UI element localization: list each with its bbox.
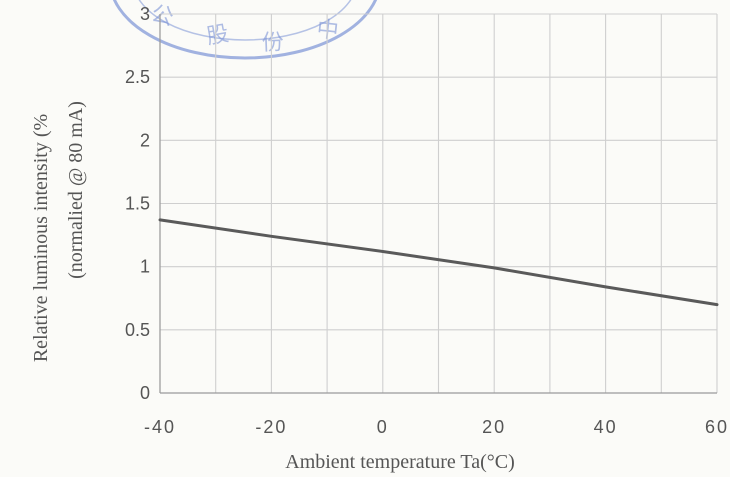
y-tick-label: 3 [140,4,150,24]
x-axis-title: Ambient temperature Ta(°C) [285,451,514,473]
x-tick-label: 20 [482,417,506,437]
x-tick-label: -40 [144,417,176,437]
y-tick-label: 1.5 [125,194,150,214]
x-tick-label: 0 [377,417,389,437]
y-axis-title-group: Relative luminous intensity (% [30,114,52,362]
x-tick-labels: -40 -20 0 20 40 60 [144,417,729,437]
series-layer [158,218,719,307]
y-axis-title-group-2: (normalied @ 80 mA) [65,101,87,279]
plot-frame [159,14,717,394]
y-tick-label: 1 [140,257,150,277]
series-line-0 [158,218,719,307]
x-tick-label: 60 [705,417,729,437]
stamp-glyph: 份 [261,29,284,55]
y-tick-label: 0 [140,383,150,403]
y-tick-label: 2 [140,130,150,150]
stamp-glyph: 股 [205,20,231,48]
stamp-outer-ring [112,0,378,60]
x-tick-label: -20 [255,417,287,437]
y-axis-title-line1: Relative luminous intensity (% [30,114,52,362]
grid [159,13,718,394]
y-tick-label: 0.5 [125,320,150,340]
y-tick-labels: 0 0.5 1 1.5 2 2.5 3 [125,4,150,403]
y-tick-label: 2.5 [125,67,150,87]
x-tick-label: 40 [594,417,618,437]
stamp-inner-ring [138,0,352,41]
company-seal-stamp: 股份中公 [112,0,378,60]
y-axis-title-line2: (normalied @ 80 mA) [65,101,87,279]
stamp-glyph: 中 [315,16,340,43]
